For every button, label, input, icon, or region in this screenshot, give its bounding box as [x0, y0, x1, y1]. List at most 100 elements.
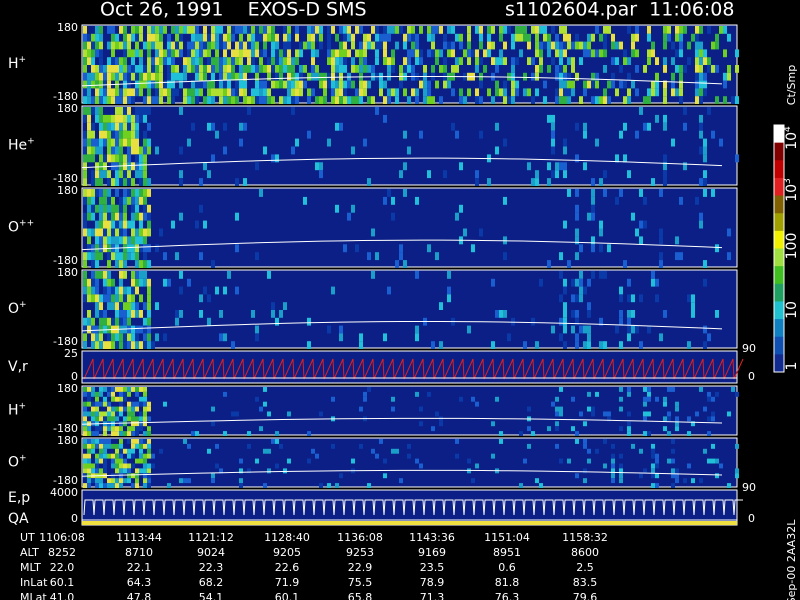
cell: [239, 26, 243, 34]
cell: [295, 138, 299, 147]
cell: [595, 49, 599, 58]
cell: [123, 196, 127, 205]
cell: [95, 189, 99, 197]
cell: [435, 80, 439, 89]
cell: [387, 286, 391, 295]
tick-label: -180: [53, 254, 78, 267]
colorbar-step: [774, 283, 784, 302]
cell: [239, 468, 243, 474]
cell: [303, 65, 307, 73]
cell: [663, 310, 667, 318]
cell: [475, 88, 479, 97]
cell: [535, 41, 539, 50]
cell: [551, 114, 555, 123]
cell: [459, 88, 463, 97]
cell: [111, 478, 115, 484]
cell: [239, 483, 243, 488]
cell: [475, 49, 479, 58]
cell: [119, 41, 123, 50]
cell: [399, 65, 403, 73]
cell: [687, 41, 691, 50]
cell: [135, 406, 139, 412]
cell: [115, 220, 119, 229]
row-value: 8600: [571, 546, 599, 559]
cell: [147, 341, 151, 349]
cell: [399, 170, 403, 179]
cell: [591, 178, 595, 186]
cell: [243, 65, 247, 73]
cell: [631, 294, 635, 303]
row-value: 71.9: [275, 576, 300, 589]
cell: [319, 72, 323, 81]
cell: [579, 294, 583, 303]
cell: [455, 57, 459, 65]
cell: [295, 88, 299, 97]
cell: [131, 178, 135, 186]
cell: [555, 426, 559, 432]
cell: [159, 72, 163, 81]
cell: [563, 49, 567, 58]
cell: [259, 80, 263, 89]
cell: [455, 439, 459, 444]
trace: [81, 469, 723, 477]
cell: [95, 439, 99, 444]
cell: [535, 88, 539, 97]
cell: [99, 483, 103, 488]
cell: [523, 33, 527, 42]
cell: [183, 26, 187, 34]
cell: [303, 41, 307, 50]
cell: [679, 26, 683, 34]
cell: [87, 212, 91, 221]
cell: [143, 302, 147, 310]
cell: [363, 88, 367, 97]
cell: [131, 421, 135, 427]
cell: [651, 473, 655, 479]
cell: [667, 431, 671, 436]
cell: [123, 204, 127, 213]
cell: [347, 96, 351, 104]
cell: [647, 122, 651, 131]
cell: [127, 431, 131, 436]
colorbar-label: 100: [784, 233, 800, 260]
cell: [555, 162, 559, 171]
cell: [427, 96, 431, 104]
cell: [95, 114, 99, 123]
cell: [111, 406, 115, 412]
cell: [447, 271, 451, 279]
colorbar-step: [774, 160, 784, 179]
cell: [83, 154, 87, 163]
cell: [91, 154, 95, 163]
cell: [447, 286, 451, 295]
cell: [239, 57, 243, 65]
cell: [99, 401, 103, 407]
cell: [351, 204, 355, 213]
cell: [503, 252, 507, 261]
cell: [143, 170, 147, 179]
cell: [111, 220, 115, 229]
cell: [559, 333, 563, 342]
cell: [431, 49, 435, 58]
cell: [147, 325, 151, 334]
cell: [99, 212, 103, 221]
cell: [135, 478, 139, 484]
cell: [575, 473, 579, 479]
cell: [139, 244, 143, 253]
cell: [235, 411, 239, 417]
cell: [231, 341, 235, 349]
cell: [403, 57, 407, 65]
cell: [119, 65, 123, 73]
cell: [591, 406, 595, 412]
tick-label: -180: [53, 172, 78, 185]
cell: [107, 236, 111, 245]
cell: [447, 80, 451, 89]
cell: [563, 72, 567, 81]
cell: [271, 96, 275, 104]
cell: [699, 96, 703, 104]
cell: [663, 26, 667, 34]
cell: [395, 260, 399, 268]
cell: [103, 212, 107, 221]
cell: [139, 325, 143, 334]
row-value: 64.3: [127, 576, 152, 589]
cell: [111, 483, 115, 488]
cell: [679, 252, 683, 261]
